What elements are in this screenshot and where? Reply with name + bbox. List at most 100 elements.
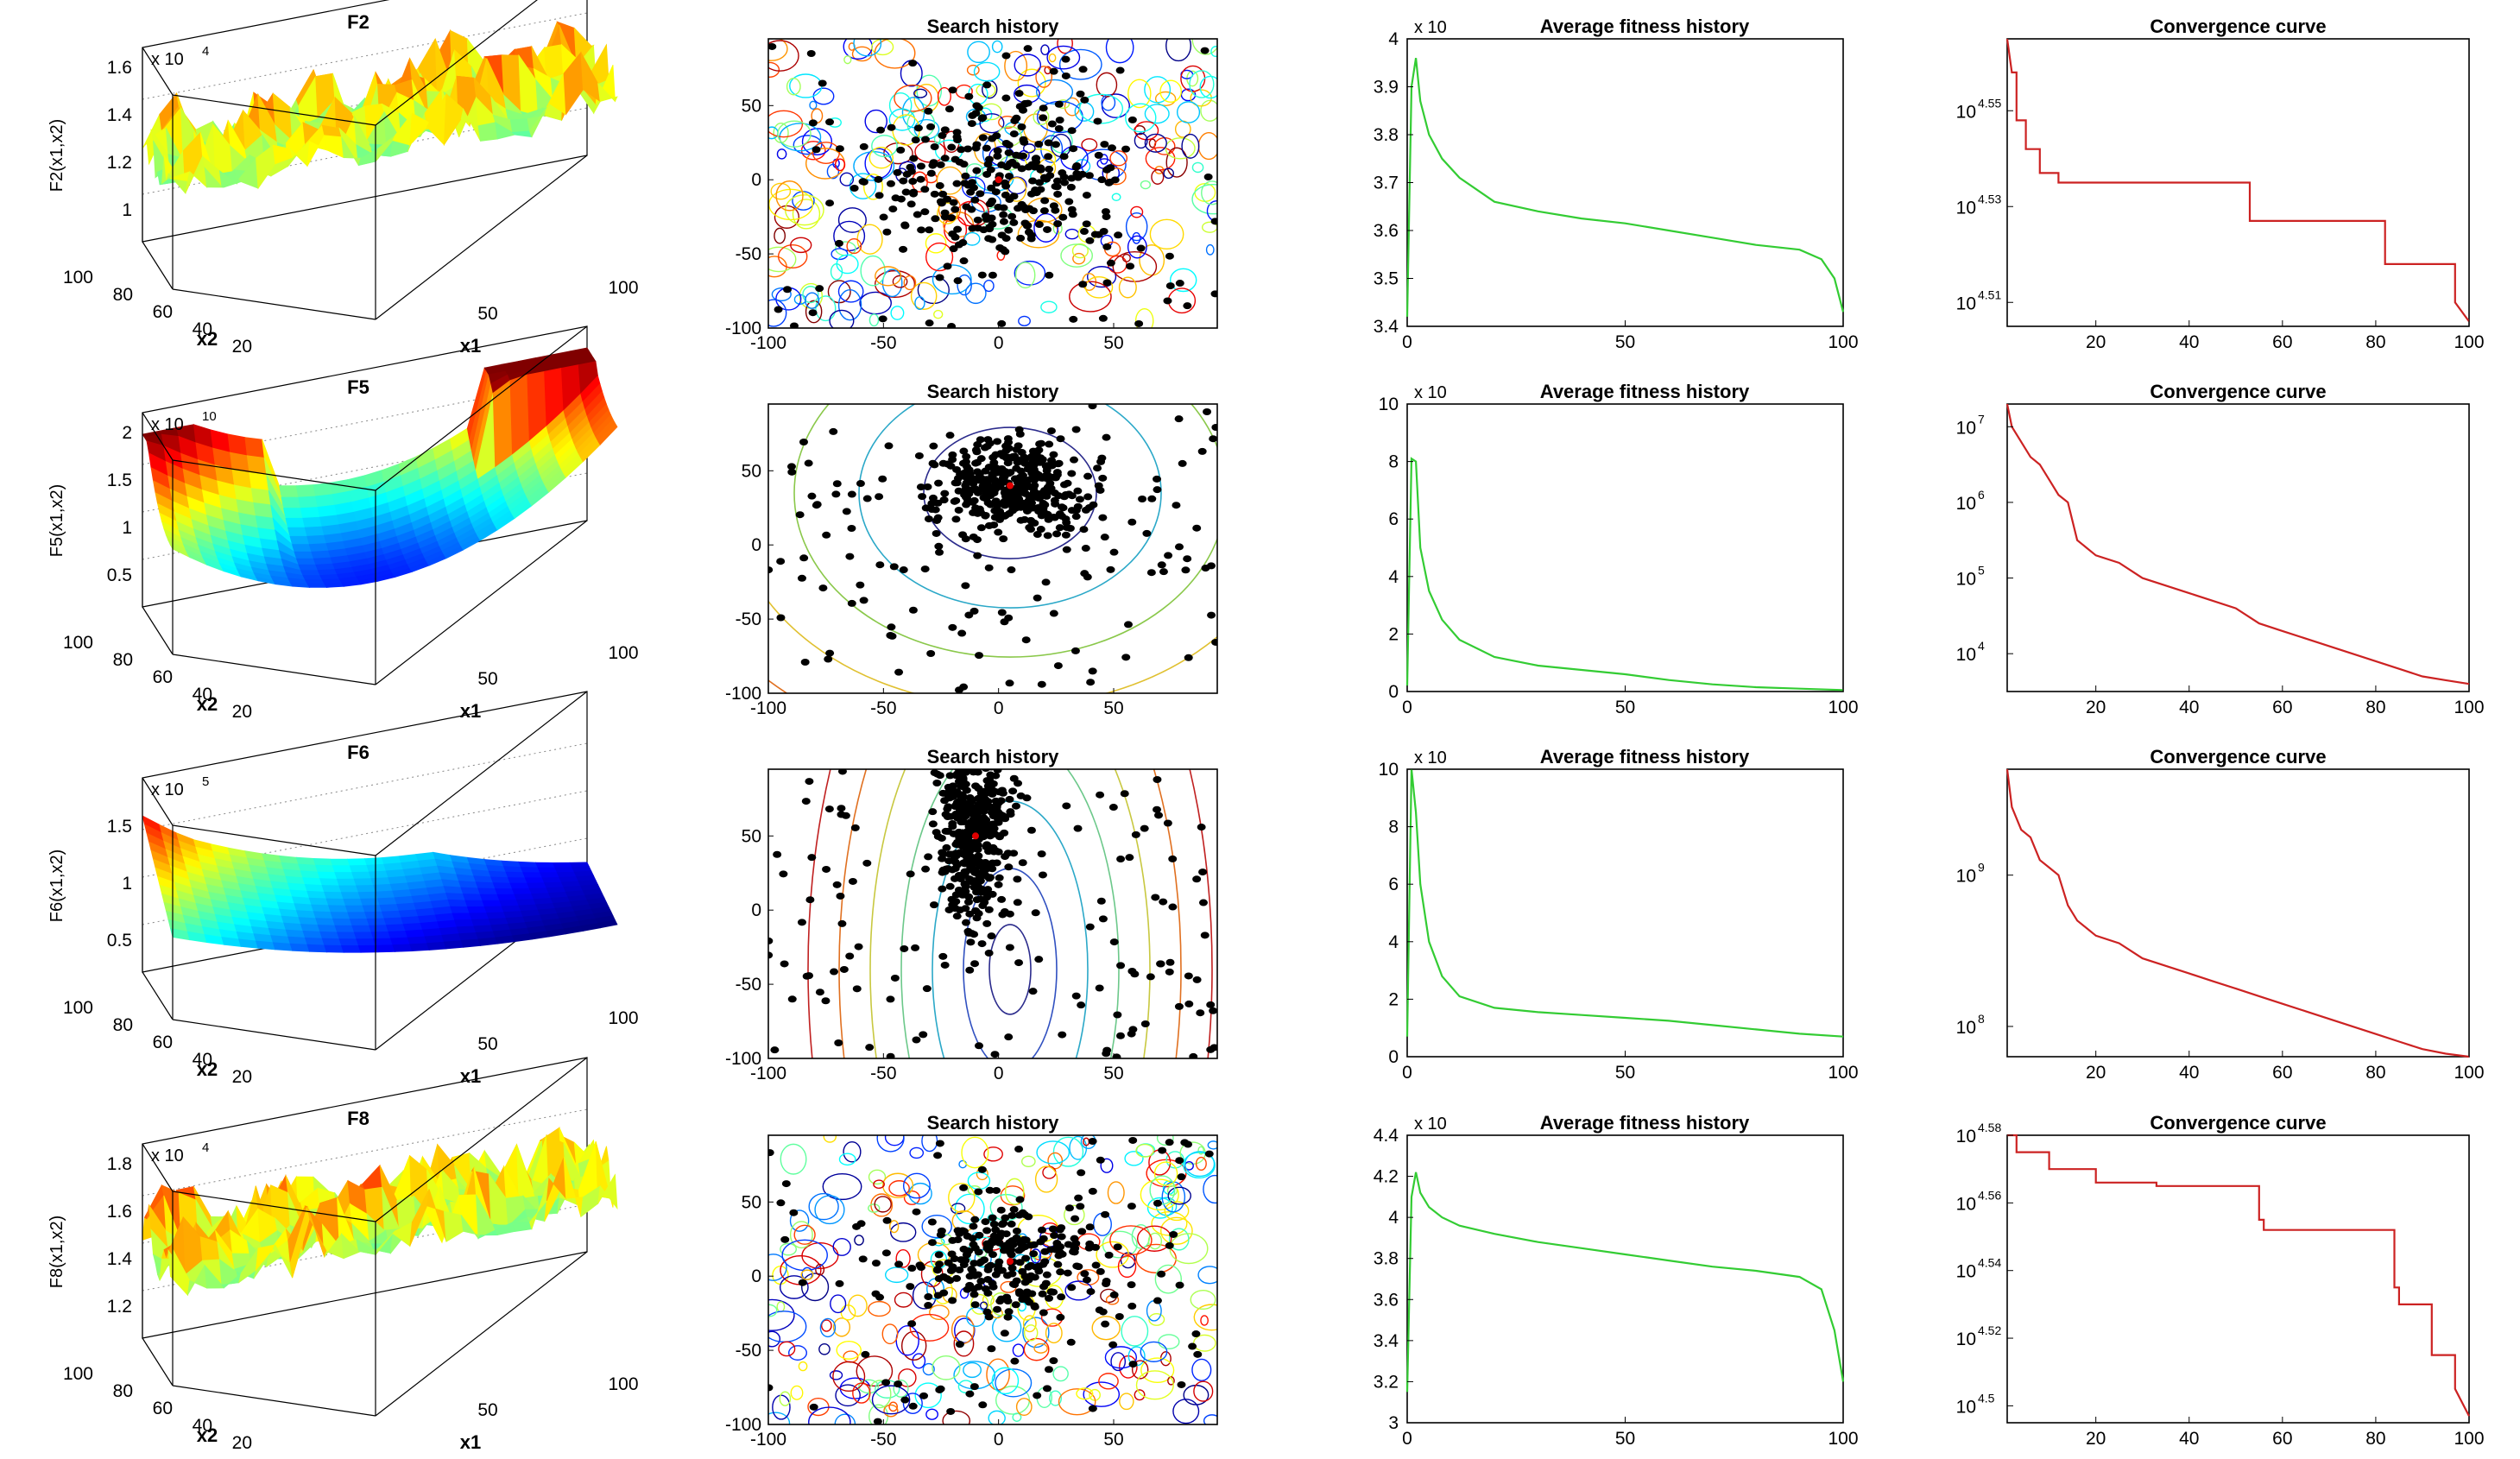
search-point xyxy=(773,850,782,858)
search-point xyxy=(906,870,915,878)
search-point xyxy=(1029,1250,1039,1258)
contour-line xyxy=(900,1330,927,1361)
search-point xyxy=(1003,1313,1013,1321)
plot-axes-frame xyxy=(2006,403,2470,692)
search-point xyxy=(1189,1052,1198,1058)
surface-face xyxy=(490,876,511,884)
search-point xyxy=(862,495,872,502)
convergence-x-tick-label: 100 xyxy=(2454,1429,2484,1449)
surface-face xyxy=(332,918,353,926)
surface-x2-tick-label: 40 xyxy=(193,319,212,339)
surface-base-edge xyxy=(142,1337,174,1386)
contour-line xyxy=(980,103,1002,121)
fitness-x-tick-label: 100 xyxy=(1828,332,1858,352)
search-point xyxy=(1209,435,1217,443)
surface-face xyxy=(347,858,368,867)
contour-line xyxy=(776,148,787,160)
search-point xyxy=(969,1291,979,1298)
contour-line xyxy=(881,1323,899,1345)
contour-line xyxy=(1199,75,1217,99)
search-point xyxy=(1079,228,1089,236)
search-point xyxy=(899,566,908,574)
contour-line xyxy=(898,1368,917,1387)
search-title: Search history xyxy=(927,381,1060,402)
search-point xyxy=(927,1239,937,1247)
contour-line xyxy=(925,233,947,254)
contour-line xyxy=(778,1341,796,1357)
search-point xyxy=(924,1302,933,1310)
search-point xyxy=(908,606,918,614)
surface-face xyxy=(379,904,400,913)
contour-line xyxy=(923,426,1097,559)
search-point xyxy=(1040,197,1050,205)
search-point xyxy=(1044,153,1053,161)
search-point xyxy=(920,565,930,573)
search-point xyxy=(1157,1270,1166,1278)
fitness-y-tick-label: 3.4 xyxy=(1374,317,1399,337)
surface-x2-tick-label: 40 xyxy=(193,685,212,704)
search-point xyxy=(959,859,969,867)
contour-line xyxy=(1107,1181,1125,1204)
convergence-x-tick-label: 60 xyxy=(2272,332,2292,352)
search-point xyxy=(1025,1298,1034,1306)
surface-face xyxy=(522,872,543,879)
surface-face xyxy=(475,881,496,889)
search-point xyxy=(1126,262,1135,270)
search-point xyxy=(967,877,976,885)
search-point xyxy=(1042,492,1052,500)
search-point xyxy=(959,447,969,455)
fitness-y-tick-label: 10 xyxy=(1379,760,1399,780)
surface-face xyxy=(338,885,359,894)
search-point xyxy=(1181,566,1191,574)
search-point xyxy=(995,1234,1004,1241)
search-point xyxy=(1006,494,1015,502)
search-point xyxy=(886,180,895,187)
contour-line xyxy=(788,1345,807,1361)
search-point xyxy=(1108,1341,1118,1348)
contour-line xyxy=(1151,168,1165,185)
search-point xyxy=(1128,1361,1138,1368)
search-point xyxy=(1154,812,1164,819)
surface-z-tick-label: 1.2 xyxy=(107,153,132,173)
search-point xyxy=(919,1392,929,1399)
search-point xyxy=(802,972,812,980)
surface-face xyxy=(304,579,325,584)
contour-line xyxy=(1154,91,1177,106)
search-point xyxy=(1203,407,1212,415)
search-point xyxy=(974,1283,983,1291)
contour-line xyxy=(837,288,862,321)
search-point xyxy=(850,824,860,831)
surface-x2-tick-label: 60 xyxy=(153,1033,173,1052)
surface-z-tick-label: 1.5 xyxy=(107,817,132,837)
search-point xyxy=(1114,231,1123,239)
search-point xyxy=(1197,447,1207,455)
fitness-series-line xyxy=(1405,457,1844,692)
contour-line xyxy=(933,309,944,319)
search-point xyxy=(789,1209,799,1216)
search-point xyxy=(1066,183,1076,191)
convergence-y-tick-exponent: 4.5 xyxy=(1978,1391,1995,1405)
contour-line xyxy=(995,1386,1031,1415)
search-point xyxy=(970,196,980,204)
surface-face xyxy=(313,857,333,867)
contour-line xyxy=(1111,193,1121,201)
contour-line xyxy=(937,86,951,106)
search-point xyxy=(1039,500,1048,508)
contour-line xyxy=(974,1248,992,1268)
search-point xyxy=(951,205,960,213)
search-point xyxy=(982,216,991,224)
search-point xyxy=(887,632,897,640)
contour-line xyxy=(1191,184,1217,215)
fitness-multiplier: x 10 xyxy=(1414,1115,1447,1134)
search-point xyxy=(1080,570,1089,578)
search-point xyxy=(999,204,1008,212)
surface-face xyxy=(502,866,524,874)
search-point xyxy=(847,599,856,607)
search-point xyxy=(1163,297,1172,305)
contour-line xyxy=(807,769,1213,1058)
search-point xyxy=(988,1251,998,1259)
surface-face xyxy=(477,887,498,895)
search-point xyxy=(1054,100,1064,108)
search-point xyxy=(952,913,962,920)
